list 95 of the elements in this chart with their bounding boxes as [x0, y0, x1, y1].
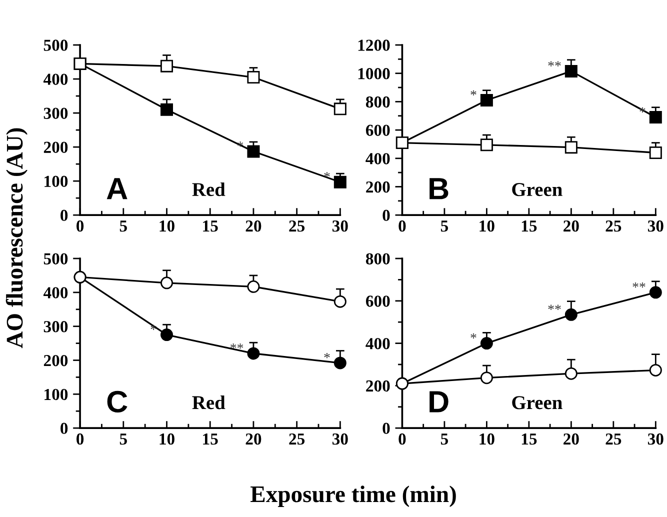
x-tick-label: 20 — [564, 220, 579, 232]
annotation: * — [470, 333, 476, 338]
point — [480, 138, 493, 152]
y-tick-label: 500 — [44, 40, 68, 51]
point — [334, 356, 346, 370]
x-tick-label: 15 — [522, 434, 537, 445]
y-axis-title: AO fluorescence (AU) — [6, 128, 28, 348]
annotation: ** — [632, 282, 646, 288]
point — [160, 60, 173, 72]
x-tick-label: 25 — [606, 220, 622, 232]
y-tick-label: 400 — [43, 287, 68, 298]
x-tick-label: 15 — [203, 434, 218, 445]
x-tick-label: 20 — [246, 220, 262, 232]
y-tick-label: 600 — [366, 124, 390, 136]
point — [334, 102, 346, 116]
y-tick-label: 1200 — [358, 40, 390, 51]
x-tick-label: 15 — [203, 220, 218, 232]
annotation: * — [324, 172, 330, 178]
point — [480, 337, 493, 350]
x-tick-label: 15 — [522, 220, 537, 232]
point — [247, 145, 260, 158]
point — [564, 141, 578, 154]
point — [247, 71, 260, 84]
point — [649, 286, 662, 299]
annotation: Red — [192, 182, 226, 196]
x-tick-label: 0 — [76, 220, 84, 232]
point — [649, 111, 662, 124]
x-tick-label: 25 — [289, 433, 305, 445]
x-tick-label: 10 — [160, 433, 174, 445]
annotation: Red — [192, 396, 226, 410]
annotation: * — [640, 107, 646, 112]
y-tick-label: 200 — [366, 380, 390, 392]
y-tick-label: 200 — [366, 181, 390, 193]
y-tick-label: 0 — [382, 422, 390, 434]
x-tick-label: 30 — [648, 433, 664, 445]
x-tick-label: 10 — [160, 220, 174, 232]
annotation: ** — [548, 304, 561, 310]
annotation: * — [470, 90, 476, 96]
y-tick-label: 800 — [366, 96, 390, 108]
point — [247, 280, 260, 293]
x-tick-label: 25 — [289, 220, 305, 232]
x-tick-label: 5 — [440, 220, 448, 232]
x-tick-label: 30 — [332, 433, 348, 445]
point — [564, 367, 578, 380]
annotation: * — [324, 353, 330, 358]
annotation: C — [107, 390, 128, 413]
y-tick-label: 400 — [366, 153, 390, 164]
x-axis-title: Exposure time (min) — [250, 486, 456, 508]
y-tick-label: 100 — [44, 388, 68, 400]
point — [160, 276, 173, 290]
y-tick-label: 200 — [44, 354, 68, 366]
y-tick-label: 800 — [366, 253, 390, 264]
annotation: D — [430, 391, 448, 412]
x-tick-label: 5 — [120, 434, 127, 445]
annotation: ** — [230, 344, 244, 349]
x-tick-label: 5 — [120, 220, 127, 232]
annotation: A — [106, 178, 128, 200]
y-tick-label: 500 — [44, 253, 68, 264]
x-tick-label: 10 — [480, 433, 494, 445]
point — [247, 347, 260, 360]
y-tick-label: 300 — [44, 108, 68, 119]
point — [480, 372, 493, 384]
annotation: Green — [512, 396, 562, 410]
x-tick-label: 25 — [606, 433, 622, 445]
point — [564, 64, 578, 78]
point — [160, 103, 173, 116]
x-tick-label: 5 — [440, 434, 448, 445]
point — [480, 94, 493, 107]
point — [649, 146, 662, 159]
y-tick-label: 400 — [366, 338, 390, 350]
annotation: * — [237, 142, 244, 147]
y-tick-label: 300 — [44, 321, 68, 332]
x-tick-label: 30 — [648, 220, 664, 232]
y-tick-label: 0 — [60, 422, 68, 434]
y-tick-label: 400 — [43, 74, 68, 85]
point — [649, 364, 662, 376]
x-tick-label: 30 — [332, 220, 348, 232]
x-tick-label: 20 — [246, 433, 262, 445]
x-tick-label: 0 — [398, 220, 406, 232]
annotation: B — [430, 178, 448, 200]
point — [334, 295, 346, 308]
x-tick-label: 0 — [398, 433, 406, 445]
y-tick-label: 100 — [44, 176, 68, 187]
y-tick-label: 0 — [382, 210, 390, 222]
y-tick-label: 0 — [60, 210, 68, 222]
point — [160, 328, 173, 342]
x-tick-label: 20 — [564, 433, 579, 445]
y-tick-label: 600 — [366, 296, 390, 307]
y-tick-label: 200 — [44, 142, 68, 153]
point — [564, 308, 578, 321]
y-tick-label: 1000 — [358, 68, 390, 80]
x-tick-label: 0 — [76, 433, 84, 445]
annotation: Green — [512, 183, 562, 196]
annotation: ** — [548, 61, 561, 66]
x-tick-label: 10 — [480, 220, 494, 232]
